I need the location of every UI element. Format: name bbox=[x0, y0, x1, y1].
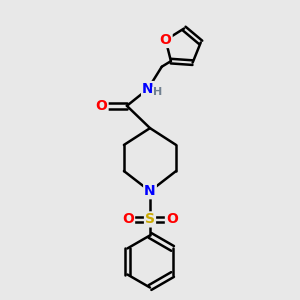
Text: N: N bbox=[142, 82, 154, 96]
Text: O: O bbox=[166, 212, 178, 226]
Text: H: H bbox=[152, 87, 162, 98]
Text: O: O bbox=[160, 33, 172, 47]
Text: O: O bbox=[122, 212, 134, 226]
Text: O: O bbox=[96, 99, 108, 113]
Text: S: S bbox=[145, 212, 155, 226]
Text: N: N bbox=[144, 184, 156, 198]
